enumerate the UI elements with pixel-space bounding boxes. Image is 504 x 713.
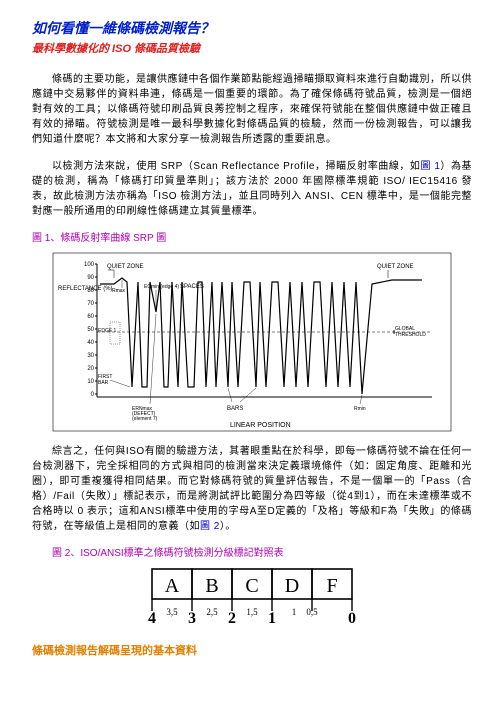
page-subtitle: 最科學數據化的 ISO 條碼品質檢驗 [32,41,472,58]
grade-b: B [205,575,218,597]
srp-chart: 100 90 80 70 60 50 40 30 20 10 0 REFLECT… [52,252,452,432]
grade-table-svg: A B C D F 4 3 2 1 3,5 2,5 1,5 0,5 0 1 [137,567,367,629]
rmax-label: Rmax [112,288,126,294]
ytick-60: 60 [87,314,94,320]
ytick-90: 90 [87,275,94,281]
para3-text-a: 綜言之，任何與ISO有關的驗證方法，其著眼重點在於科學，即每一條碼符號不論在任何… [32,446,472,532]
ecmin-label: ECmin (edge 4) [144,284,179,290]
section-header: 條碼檢測報告解碼呈現的基本資料 [32,643,472,660]
paragraph-3: 綜言之，任何與ISO有關的驗證方法，其著眼重點在於科學，即每一條碼符號不論在任何… [32,444,472,534]
page-title: 如何看懂一維條碼檢測報告？ [32,18,472,39]
ytick-30: 30 [87,353,94,359]
range-15: 1,5 [246,607,258,617]
fig1-caption: 圖 1、條碼反射率曲線 SRP 圖 [32,231,472,246]
spaces-label: SPACES [180,284,204,290]
ytick-70: 70 [87,301,94,307]
ytick-0: 0 [91,392,95,398]
para3-text-b: ）。 [220,521,236,532]
fig1-link[interactable]: 圖 1 [420,161,440,172]
edge1-label: EDGE 1 [98,328,117,334]
fig2-link[interactable]: 圖 2 [200,521,220,532]
range-25: 2,5 [206,607,218,617]
range-35: 3,5 [166,607,178,617]
ytick-50: 50 [87,327,94,333]
fig2-caption: 圖 2、ISO/ANSI標準之條碼符號檢測分級標記對照表 [32,546,472,561]
paragraph-2: 以檢測方法來說，使用 SRP（Scan Reflectance Profile，… [32,159,472,219]
bars-label: BARS [227,406,243,412]
ytick-100: 100 [84,262,95,268]
num-0: 0 [348,610,356,627]
num-4: 4 [148,610,156,627]
rmin-label: Rmin [354,406,366,412]
grade-a: A [165,575,180,597]
para2-text-a: 以檢測方法來說，使用 SRP（Scan Reflectance Profile，… [52,161,420,172]
srp-chart-svg: 100 90 80 70 60 50 40 30 20 10 0 REFLECT… [52,252,452,432]
quiet-zone-left: QUIET ZONE [107,264,144,270]
range-05: 0,5 [306,607,318,617]
x-title: LINEAR POSITION [230,422,291,429]
num-2: 2 [228,610,236,627]
grade-c: C [245,575,258,597]
ytick-20: 20 [87,366,94,372]
gt-label: GLOBALTHRESHOLD [395,326,426,338]
ernmax-label: ERNmax(DEFECT)(element 7) [132,406,158,422]
y-title: REFLECTANCE (%) [58,286,113,292]
srp-waveform [100,278,422,394]
quiet-zone-right: QUIET ZONE [377,264,414,270]
num-3: 3 [188,610,196,627]
ytick-40: 40 [87,340,94,346]
ytick-10: 10 [87,379,94,385]
grade-d: D [285,575,299,597]
num-1: 1 [268,610,276,627]
num-1-small: 1 [292,607,297,617]
paragraph-1: 條碼的主要功能，是讓供應鏈中各個作業節點能經過掃瞄擷取資料來進行自動識別，所以供… [32,72,472,147]
grade-table: A B C D F 4 3 2 1 3,5 2,5 1,5 0,5 0 1 [137,567,367,629]
grade-f: F [326,575,337,597]
